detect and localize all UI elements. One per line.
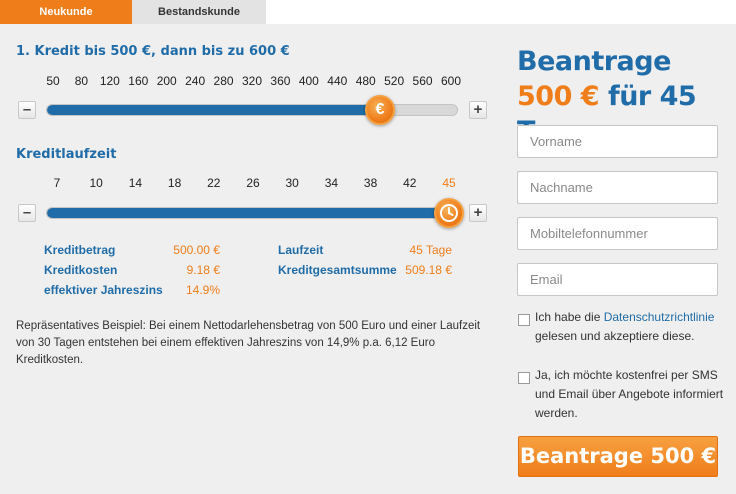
marketing-checkbox[interactable] <box>518 372 530 384</box>
amount-tick-label: 600 <box>440 74 462 88</box>
amount-tick-label: 520 <box>384 74 405 88</box>
gesamtsumme-label: Kreditgesamtsumme <box>278 263 397 277</box>
amount-tick-label: 480 <box>355 74 376 88</box>
amount-tick-label: 280 <box>213 74 234 88</box>
mobile-phone-input[interactable] <box>517 217 718 250</box>
duration-tick-label: 34 <box>324 176 339 190</box>
first-name-input[interactable] <box>517 125 718 158</box>
jahreszins-label: effektiver Jahreszins <box>44 283 163 297</box>
duration-tick-label: 30 <box>285 176 299 190</box>
amount-tick-labels: 50 80 120 160 200 240 280 320 360 400 440 480 520 560… <box>44 74 461 88</box>
amount-heading: 1. Kredit bis 500 €, dann bis zu 600 € <box>16 44 290 59</box>
duration-tick-label: 38 <box>363 176 378 190</box>
amount-tick-label: 50 <box>46 74 60 88</box>
amount-tick-label: 560 <box>412 74 433 88</box>
amount-tick-label: 320 <box>241 74 263 88</box>
privacy-checkbox[interactable] <box>518 314 530 326</box>
jahreszins-value: 14.9% <box>185 283 220 297</box>
laufzeit-label: Laufzeit <box>278 243 324 257</box>
amount-tick-label: 200 <box>156 74 177 88</box>
duration-tick-label: 14 <box>128 176 143 190</box>
customer-tabs: Neukunde Bestandskunde <box>0 0 736 24</box>
duration-increase-button[interactable]: + <box>469 204 487 222</box>
duration-heading: Kreditlaufzeit <box>16 147 117 162</box>
last-name-input[interactable] <box>517 171 718 204</box>
clock-icon <box>440 204 458 222</box>
euro-icon: € <box>375 101 385 118</box>
privacy-text-pre: Ich habe die <box>535 310 604 324</box>
kreditbetrag-value: 500.00 € <box>173 243 220 257</box>
privacy-policy-link[interactable]: Datenschutzrichtlinie <box>603 310 715 324</box>
duration-tick-label: 42 <box>403 176 417 190</box>
amount-tick-label: 240 <box>185 74 206 88</box>
duration-decrease-button[interactable]: – <box>18 204 36 222</box>
tab-existing-customer[interactable]: Bestandskunde <box>132 0 266 24</box>
form-title-amount: 500 € <box>517 81 600 112</box>
email-input[interactable] <box>517 263 718 296</box>
amount-tick-label: 80 <box>74 74 89 88</box>
duration-tick-labels: 7 10 14 18 22 26 30 34 38 42 45 <box>44 176 456 190</box>
amount-slider-track[interactable] <box>46 104 458 116</box>
duration-slider-handle[interactable] <box>434 198 464 228</box>
amount-tick-label: 360 <box>270 74 291 88</box>
amount-tick-label: 400 <box>298 74 319 88</box>
privacy-text-post: gelesen und akzeptiere diese. <box>535 329 695 343</box>
amount-tick-label: 440 <box>327 74 348 88</box>
amount-slider-fill <box>47 105 381 115</box>
amount-slider-handle[interactable]: € <box>364 95 395 125</box>
privacy-consent-text: Ich habe die Datenschutzrichtlinie geles… <box>535 308 725 346</box>
amount-tick-label: 160 <box>128 74 149 88</box>
kreditbetrag-label: Kreditbetrag <box>44 243 116 257</box>
kreditkosten-label: Kreditkosten <box>44 263 118 277</box>
duration-tick-label: 7 <box>53 176 61 190</box>
submit-application-button[interactable]: Beantrage 500 € <box>518 436 718 477</box>
laufzeit-value: 45 Tage <box>409 243 453 257</box>
tab-new-customer[interactable]: Neukunde <box>0 0 132 24</box>
amount-increase-button[interactable]: + <box>469 101 487 119</box>
kreditkosten-value: 9.18 € <box>186 263 220 277</box>
marketing-consent-text: Ja, ich möchte kostenfrei per SMS und Em… <box>535 368 724 420</box>
duration-tick-label: 45 <box>442 176 456 190</box>
duration-tick-label: 18 <box>167 176 182 190</box>
duration-slider-track[interactable] <box>46 207 458 219</box>
duration-slider-fill <box>47 208 450 218</box>
amount-tick-label: 120 <box>99 74 120 88</box>
form-title-part1: Beantrage <box>517 46 671 77</box>
amount-decrease-button[interactable]: – <box>18 101 36 119</box>
duration-tick-label: 22 <box>207 176 221 190</box>
duration-tick-label: 10 <box>89 176 103 190</box>
duration-tick-label: 26 <box>246 176 260 190</box>
representative-example-text: Repräsentatives Beispiel: Bei einem Nett… <box>16 320 481 366</box>
gesamtsumme-value: 509.18 € <box>405 263 452 277</box>
